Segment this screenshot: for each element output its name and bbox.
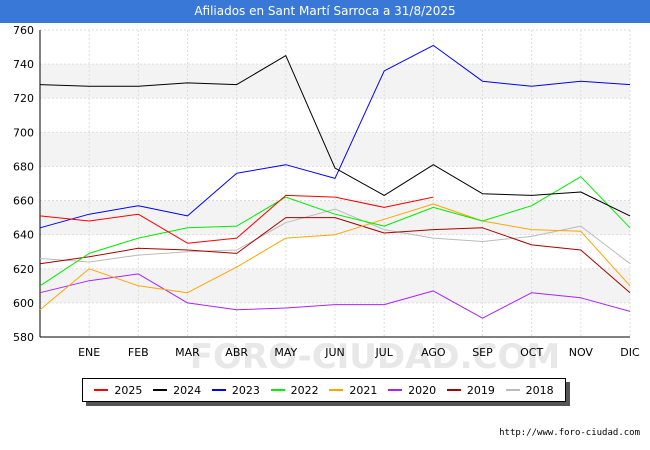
legend-swatch: [270, 389, 285, 391]
legend-swatch: [446, 389, 461, 391]
x-tick-label: JUL: [374, 346, 393, 359]
legend-item-2019: 2019: [446, 383, 495, 397]
series-line-2020: [39, 273, 631, 319]
legend-item-2020: 2020: [388, 384, 436, 397]
legend-swatch: [94, 389, 109, 391]
grid-band: [40, 268, 630, 303]
watermark-text: FORO-CIUDAD.COM: [190, 337, 561, 377]
x-tick-label: NOV: [569, 346, 594, 359]
x-tick-label: ABR: [225, 346, 248, 359]
y-tick-label: 660: [13, 195, 34, 208]
legend-label: 2023: [231, 383, 260, 397]
source-url: http://www.foro-ciudad.com: [499, 428, 640, 438]
legend-item-2023: 2023: [211, 383, 260, 397]
y-tick-label: 720: [13, 92, 34, 105]
series-line-2022: [39, 176, 631, 287]
x-tick-label: OCT: [520, 346, 543, 359]
y-tick-label: 640: [13, 229, 34, 242]
legend-label: 2020: [408, 383, 437, 397]
series-line-2024: [39, 55, 631, 217]
y-tick-label: 680: [13, 160, 34, 173]
legend-item-2018: 2018: [505, 383, 554, 397]
legend: 2025 2024 2023 2022 2021 2020 2019 2018: [82, 378, 566, 402]
legend-label: 2025: [114, 383, 143, 397]
y-tick-label: 700: [13, 126, 34, 139]
x-tick-label: FEB: [128, 346, 149, 359]
y-tick-label: 760: [13, 24, 34, 37]
series-line-2025: [39, 194, 434, 244]
chart-title: Afiliados en Sant Martí Sarroca a 31/8/2…: [0, 0, 650, 23]
series-line-2021: [39, 203, 631, 311]
y-tick-label: 620: [13, 263, 34, 276]
x-tick-label: ENE: [78, 346, 100, 359]
legend-item-2024: 2024: [153, 384, 201, 397]
series-line-2018: [39, 208, 631, 265]
y-tick-label: 740: [13, 58, 34, 71]
legend-label: 2022: [290, 383, 319, 397]
legend-swatch: [211, 389, 226, 391]
y-tick-label: 600: [13, 297, 34, 310]
x-tick-label: AGO: [421, 346, 446, 359]
legend-item-2022: 2022: [270, 383, 319, 397]
series-line-2019: [39, 217, 631, 294]
legend-item-2021: 2021: [329, 384, 377, 397]
legend-swatch: [329, 389, 344, 391]
grid-band: [40, 132, 630, 167]
legend-label: 2019: [466, 383, 495, 397]
legend-swatch: [153, 389, 168, 391]
legend-label: 2024: [173, 383, 202, 397]
y-tick-label: 580: [13, 331, 34, 344]
grid-band: [40, 64, 630, 99]
legend-item-2025: 2025: [94, 384, 142, 397]
legend-label: 2018: [525, 383, 554, 397]
series-line-2023: [39, 44, 631, 229]
x-tick-label: MAR: [175, 346, 200, 359]
x-tick-label: JUN: [324, 346, 345, 359]
legend-swatch: [388, 389, 403, 391]
legend-swatch: [505, 389, 520, 391]
x-tick-label: MAY: [274, 346, 297, 359]
x-tick-label: SEP: [472, 346, 493, 359]
legend-label: 2021: [349, 383, 378, 397]
x-tick-label: DIC: [620, 346, 640, 359]
